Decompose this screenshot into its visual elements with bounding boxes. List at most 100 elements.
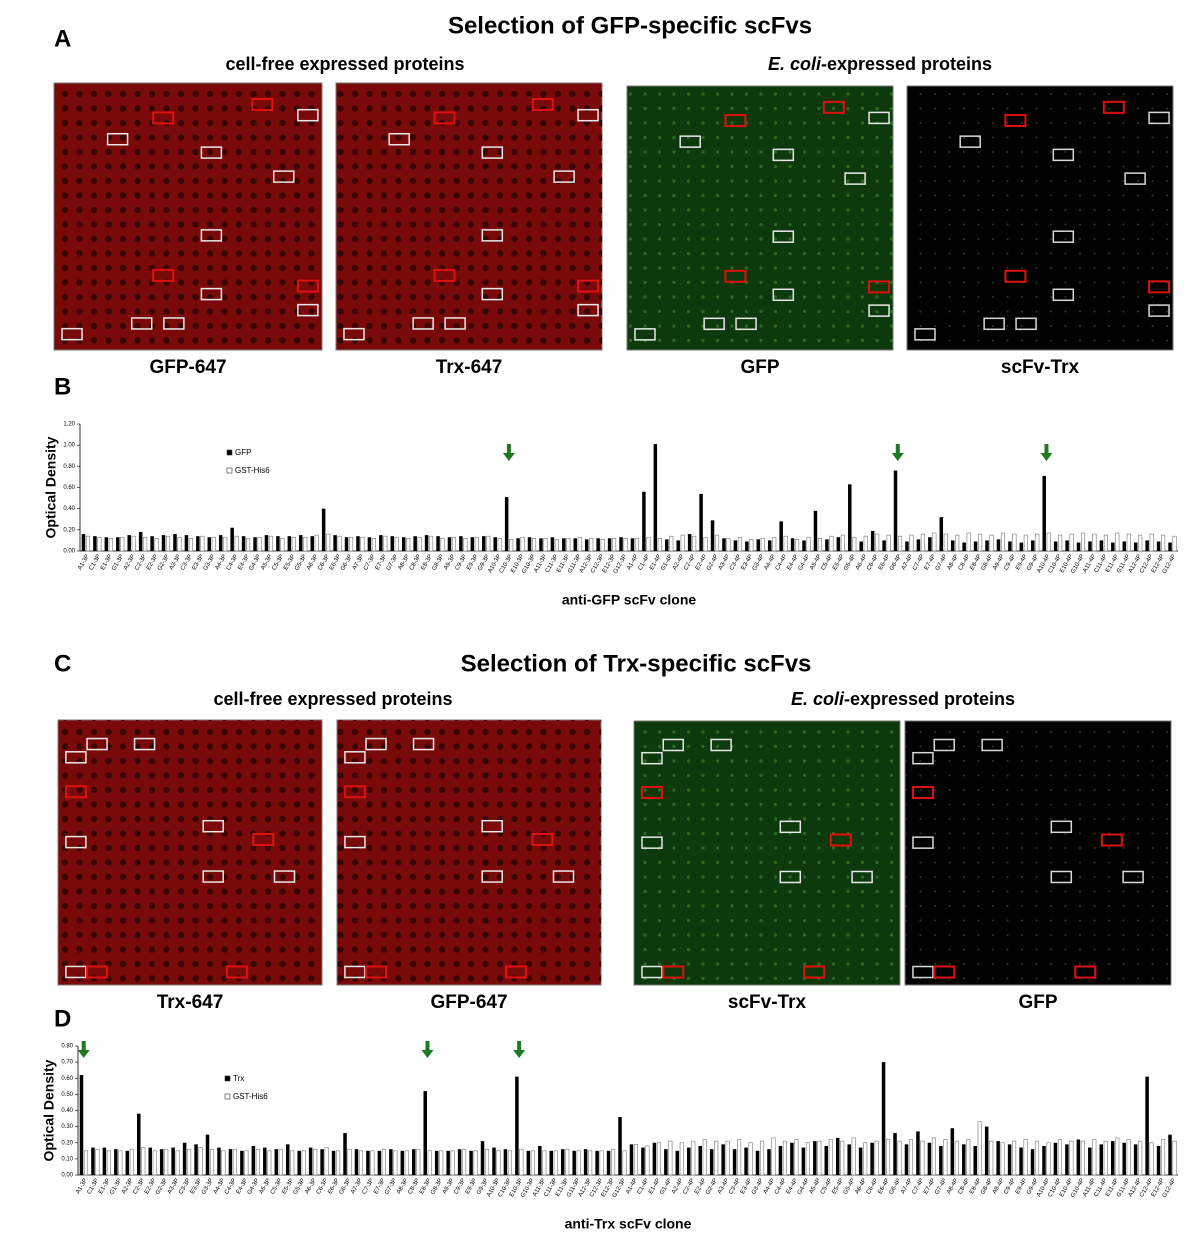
bar: [209, 1148, 215, 1176]
bar: [1168, 542, 1172, 551]
bar: [314, 534, 319, 552]
bar: [996, 539, 1001, 551]
highlight-box: [553, 170, 575, 183]
bar: [85, 535, 91, 552]
bar: [828, 1139, 833, 1176]
bar: [161, 535, 166, 551]
highlight-box: [296, 279, 319, 293]
bar: [439, 1150, 444, 1176]
bar: [79, 1075, 84, 1175]
y-tick-label: 1.00: [63, 443, 75, 449]
bar: [656, 1142, 661, 1176]
bar: [150, 536, 154, 551]
bar: [484, 1148, 490, 1176]
highlight-box: [703, 317, 725, 331]
bar: [652, 1142, 657, 1175]
bar: [450, 1150, 455, 1176]
highlight-box: [577, 108, 599, 122]
bar: [1168, 1134, 1172, 1175]
bar: [1065, 1144, 1069, 1175]
bar: [562, 538, 566, 551]
bar: [1019, 1147, 1023, 1175]
bar: [955, 534, 960, 552]
bar: [1145, 1076, 1149, 1175]
bar: [1080, 532, 1086, 552]
bar: [276, 536, 280, 551]
highlight-box: [933, 738, 956, 752]
highlight-box: [1004, 114, 1027, 128]
bar: [977, 1121, 982, 1176]
bar: [622, 1150, 627, 1176]
bar: [931, 1137, 936, 1176]
highlight-box: [1074, 965, 1097, 979]
bar: [1008, 541, 1012, 551]
bar: [760, 537, 765, 552]
bar: [234, 535, 239, 552]
bar: [241, 536, 246, 551]
bar: [893, 1133, 897, 1175]
bar: [148, 1147, 152, 1175]
bar: [137, 1113, 141, 1175]
bar: [377, 1150, 382, 1175]
bar: [91, 1147, 95, 1175]
highlight-box: [912, 965, 934, 979]
highlight-box: [343, 327, 365, 341]
bar: [343, 1133, 347, 1175]
bar: [486, 535, 491, 552]
highlight-box: [640, 786, 663, 799]
highlight-box: [504, 965, 527, 979]
bar: [106, 1150, 111, 1176]
blot-spots: [54, 83, 322, 350]
bar: [519, 1148, 524, 1176]
panel-letter: C: [54, 650, 71, 677]
highlight-box: [252, 832, 275, 846]
bar: [118, 1150, 123, 1176]
bar: [379, 535, 383, 551]
bar: [538, 1145, 542, 1175]
bar: [572, 1150, 576, 1175]
bar: [646, 536, 651, 552]
bar: [875, 533, 880, 552]
bar: [451, 536, 457, 552]
bar: [299, 535, 303, 551]
bar: [927, 1142, 932, 1175]
highlight-box: [914, 328, 936, 341]
bar: [543, 537, 548, 552]
blot-spots: [634, 721, 900, 985]
bar: [1080, 1140, 1085, 1176]
bar: [230, 527, 234, 551]
bar: [1133, 542, 1138, 551]
bar: [676, 540, 680, 551]
bar: [599, 1150, 604, 1176]
bar: [886, 1139, 891, 1176]
bar: [665, 539, 669, 551]
highlight-box: [273, 170, 295, 183]
highlight-box: [531, 98, 554, 112]
highlight-box: [1052, 230, 1075, 243]
bar: [246, 537, 251, 552]
highlight-box: [225, 965, 248, 979]
highlight-box: [1102, 100, 1125, 114]
bar: [794, 1139, 799, 1176]
highlight-box: [200, 287, 223, 301]
bar: [125, 1150, 130, 1175]
legend-swatch: [226, 467, 233, 474]
y-tick-label: 0.20: [63, 527, 75, 533]
highlight-box: [344, 751, 366, 764]
highlight-box: [1004, 269, 1027, 283]
blot-spots: [907, 86, 1173, 350]
bar: [394, 536, 399, 552]
bar: [412, 1149, 416, 1175]
bar: [473, 1150, 478, 1176]
highlight-box: [412, 737, 435, 751]
highlight-box: [86, 965, 109, 979]
bar: [287, 536, 292, 551]
bar: [943, 533, 948, 552]
bar: [1161, 534, 1166, 552]
bar: [950, 1128, 955, 1175]
bar: [406, 537, 411, 552]
blot-spots: [337, 720, 601, 985]
bar: [1099, 1144, 1104, 1175]
bar: [360, 536, 365, 552]
bar: [588, 1150, 593, 1176]
